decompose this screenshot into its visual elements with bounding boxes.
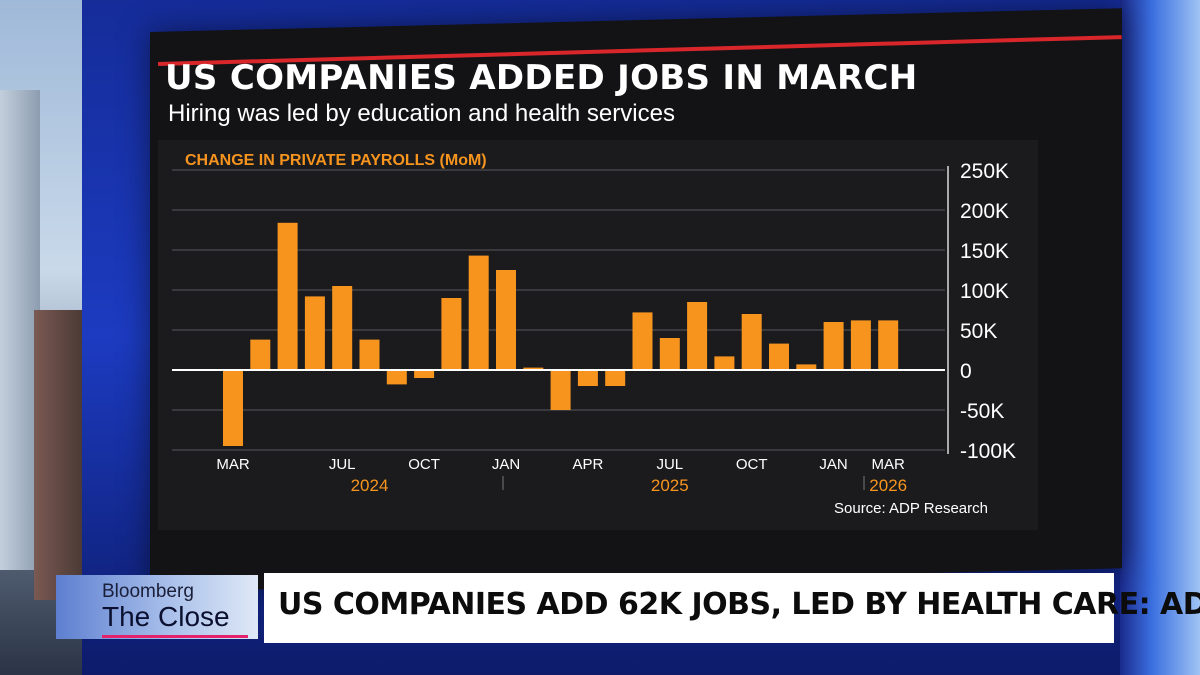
studio-background-left: [0, 0, 82, 675]
bar-2024-04: [250, 339, 271, 370]
y-tick-label: 250K: [960, 160, 1009, 183]
bar-2025-07: [659, 338, 680, 370]
chart-subtitle: Hiring was led by education and health s…: [168, 100, 675, 127]
y-tick-label: -50K: [960, 400, 1004, 423]
y-tick-label: 200K: [960, 200, 1009, 223]
y-tick-label: -100K: [960, 440, 1016, 463]
x-month-label: JAN: [492, 456, 520, 473]
bar-2024-06: [304, 296, 325, 370]
x-month-label: JAN: [819, 456, 847, 473]
bar-2024-10: [414, 370, 435, 378]
bar-2026-03: [878, 320, 899, 370]
skyscraper-image: [0, 90, 40, 570]
bar-2025-05: [605, 370, 626, 386]
show-underline: [102, 635, 248, 638]
y-tick-label: 150K: [960, 240, 1009, 263]
bar-2025-10: [741, 314, 762, 370]
bar-2025-02: [523, 367, 544, 370]
x-month-label: MAR: [216, 456, 250, 473]
bar-2025-06: [632, 312, 653, 370]
bar-2025-11: [769, 343, 789, 370]
bar-2024-09: [386, 370, 407, 385]
chart-source: Source: ADP Research: [834, 500, 988, 517]
x-year-label: 2025: [651, 476, 689, 495]
bar-2024-03: [223, 370, 243, 446]
bar-2026-01: [823, 322, 844, 370]
x-month-label: JUL: [329, 456, 356, 473]
x-month-label: OCT: [408, 456, 440, 473]
bar-2025-01: [496, 270, 516, 370]
bar-2025-09: [714, 356, 735, 370]
headline-text: US COMPANIES ADD 62K JOBS, LED BY HEALTH…: [278, 587, 1200, 622]
x-month-label: MAR: [872, 456, 906, 473]
studio-background-right: [1120, 0, 1200, 675]
lower-third: Bloomberg The Close US COMPANIES ADD 62K…: [56, 573, 1200, 643]
y-tick-label: 100K: [960, 280, 1009, 303]
chart-title: US COMPANIES ADDED JOBS IN MARCH: [165, 58, 918, 98]
bar-2025-04: [577, 370, 598, 386]
bar-2024-05: [277, 222, 298, 370]
bar-2024-07: [332, 286, 353, 370]
x-year-label: 2024: [351, 476, 389, 495]
x-month-label: JUL: [656, 456, 683, 473]
building-image: [34, 310, 82, 600]
y-axis-label: CHANGE IN PRIVATE PAYROLLS (MoM): [185, 152, 487, 169]
bar-2024-11: [441, 298, 462, 370]
y-tick-label: 50K: [960, 320, 997, 343]
y-tick-label: 0: [960, 360, 972, 383]
bar-2025-08: [687, 302, 708, 370]
brand-name: Bloomberg: [102, 581, 194, 602]
x-year-label: 2026: [869, 476, 907, 495]
x-month-label: APR: [572, 456, 603, 473]
bar-2025-12: [796, 364, 817, 370]
show-brand-box: Bloomberg The Close: [56, 575, 258, 639]
headline-box: US COMPANIES ADD 62K JOBS, LED BY HEALTH…: [264, 573, 1200, 643]
bar-2024-12: [468, 255, 489, 370]
show-name: The Close: [102, 601, 230, 632]
x-month-label: OCT: [736, 456, 768, 473]
bar-2024-08: [359, 339, 380, 370]
bar-2026-02: [850, 320, 871, 370]
bar-2025-03: [550, 370, 571, 410]
